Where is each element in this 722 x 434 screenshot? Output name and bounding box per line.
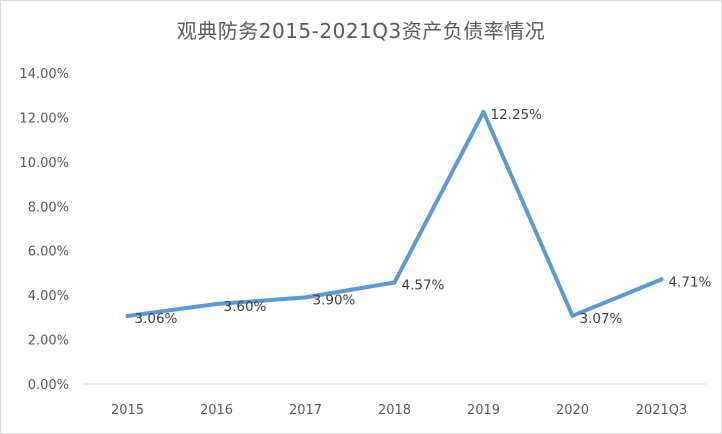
y-tick-label: 2.00% <box>28 334 69 349</box>
data-label: 3.06% <box>135 311 178 327</box>
y-tick-label: 6.00% <box>28 245 69 260</box>
x-tick-label: 2016 <box>200 403 233 418</box>
data-point <box>659 277 664 282</box>
x-tick-label: 2020 <box>556 403 589 418</box>
x-tick-label: 2017 <box>289 403 322 418</box>
y-tick-label: 4.00% <box>28 289 69 304</box>
data-point <box>303 295 308 300</box>
y-tick-label: 10.00% <box>19 156 69 171</box>
data-label: 3.07% <box>580 311 623 327</box>
data-label: 4.71% <box>669 274 712 290</box>
x-tick-label: 2019 <box>467 403 500 418</box>
y-tick-label: 14.00% <box>19 67 69 82</box>
data-label: 3.60% <box>224 299 267 315</box>
x-tick-label: 2015 <box>111 403 144 418</box>
data-point <box>125 314 130 319</box>
data-label: 4.57% <box>402 277 445 293</box>
chart-title: 观典防务2015-2021Q3资产负债率情况 <box>176 19 546 43</box>
data-point <box>481 109 486 114</box>
x-tick-label: 2021Q3 <box>636 403 688 418</box>
y-tick-label: 8.00% <box>28 200 69 215</box>
data-point <box>392 280 397 285</box>
y-tick-label: 12.00% <box>19 111 69 126</box>
series-line <box>125 109 664 319</box>
data-label: 12.25% <box>491 107 543 123</box>
x-tick-label: 2018 <box>378 403 411 418</box>
data-point <box>570 313 575 318</box>
y-tick-label: 0.00% <box>28 378 69 393</box>
data-point <box>214 302 219 307</box>
data-label: 3.90% <box>313 292 356 308</box>
